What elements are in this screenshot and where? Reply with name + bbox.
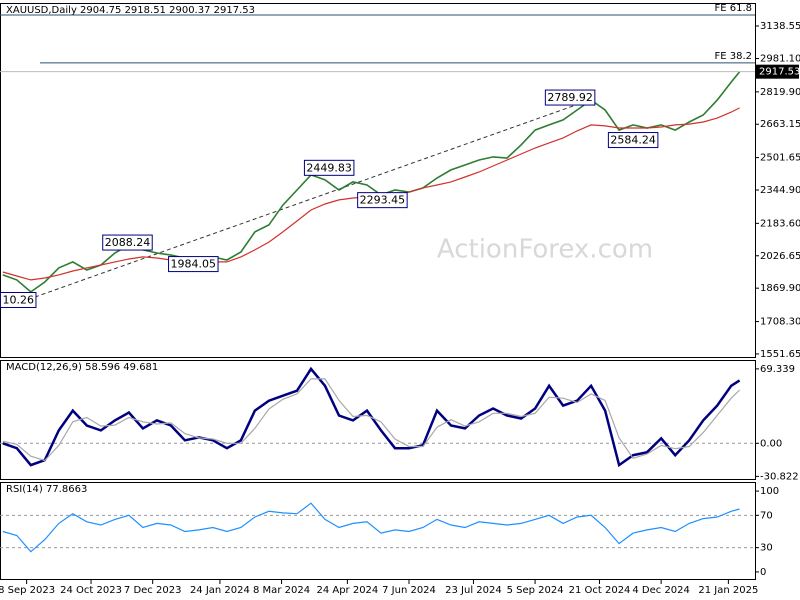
y-tick-label: 2026.65 (760, 251, 800, 262)
panel-frame (0, 482, 756, 580)
last-price-label: 2917.53 (759, 67, 800, 78)
annotation-label: 2449.83 (306, 161, 352, 174)
y-tick-label: 1708.30 (760, 317, 800, 328)
panel-frame (0, 3, 756, 358)
annotation-label: 2789.92 (547, 91, 593, 104)
x-tick-label: 7 Jun 2024 (382, 585, 436, 596)
panel-title: XAUUSD,Daily 2904.75 2918.51 2900.37 291… (6, 5, 255, 16)
annotation-label: 10.26 (2, 293, 34, 306)
y-tick-label: 0 (760, 567, 766, 578)
panel-frame (0, 360, 756, 480)
y-tick-label: 2663.15 (760, 119, 800, 130)
x-tick-label: 21 Oct 2024 (569, 585, 631, 596)
x-tick-label: 24 Oct 2023 (60, 585, 122, 596)
x-tick-label: 23 Jul 2024 (445, 585, 502, 596)
series-line (2, 502, 740, 553)
x-tick-label: 7 Dec 2023 (124, 585, 182, 596)
y-tick-label: 100 (760, 486, 779, 497)
annotation-label: 1984.05 (171, 258, 217, 271)
x-tick-label: 4 Dec 2024 (632, 585, 690, 596)
series-line (2, 366, 741, 468)
y-tick-label: 2183.60 (760, 218, 800, 229)
annotation-box (0, 291, 37, 308)
x-tick-label: 8 Mar 2024 (253, 585, 310, 596)
watermark: ActionForex.com (437, 235, 653, 265)
annotation-box (303, 159, 355, 176)
panel-title: MACD(12,26,9) 58.596 49.681 (6, 362, 158, 373)
series-line (2, 378, 741, 462)
last-price-tag (756, 64, 799, 79)
annotation-box (168, 256, 219, 273)
fibonacci-label: FE 38.2 (714, 51, 752, 62)
x-tick-label: 8 Sep 2023 (0, 585, 55, 596)
y-tick-label: 1869.90 (760, 283, 800, 294)
x-tick-label: 24 Apr 2024 (316, 585, 378, 596)
y-tick-label: 3138.55 (760, 21, 800, 32)
y-tick-label: 69.339 (760, 364, 795, 375)
y-tick-label: 2981.10 (760, 54, 800, 65)
y-tick-label: 2819.90 (760, 87, 800, 98)
annotation-label: 2584.24 (610, 134, 656, 147)
x-tick-label: 24 Jan 2024 (190, 585, 250, 596)
y-tick-label: 30 (760, 543, 773, 554)
y-tick-label: -30.822 (760, 471, 799, 482)
y-tick-label: 0.00 (760, 438, 782, 449)
annotation-label: 2293.45 (360, 194, 406, 207)
annotation-box (102, 234, 153, 251)
annotation-box (544, 89, 596, 106)
panel-title: RSI(14) 77.8663 (6, 484, 87, 495)
y-tick-label: 2344.90 (760, 185, 800, 196)
y-tick-label: 2501.65 (760, 153, 800, 164)
y-tick-label: 1551.65 (760, 349, 800, 360)
annotation-label: 2088.24 (105, 236, 151, 249)
fibonacci-label: FE 61.8 (714, 3, 752, 14)
x-tick-label: 21 Jan 2025 (698, 585, 758, 596)
x-tick-label: 5 Sep 2024 (507, 585, 564, 596)
annotation-box (357, 192, 408, 209)
annotation-box (607, 132, 659, 149)
trend-line (34, 99, 591, 298)
y-tick-label: 70 (760, 510, 773, 521)
